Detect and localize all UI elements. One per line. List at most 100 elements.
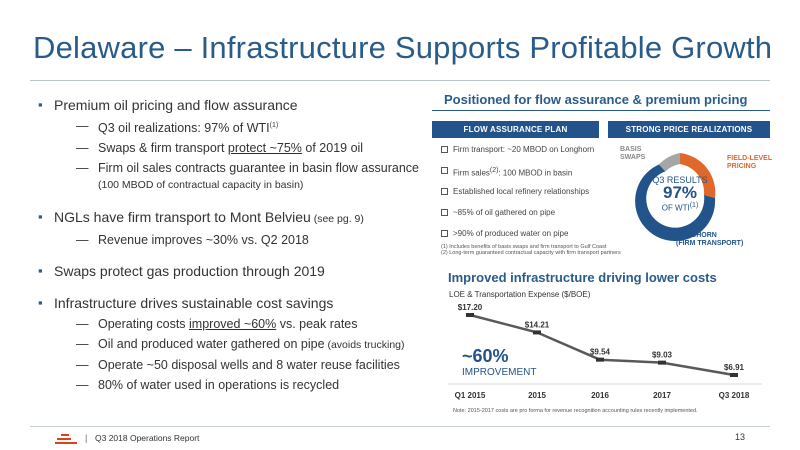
data-point	[658, 360, 666, 365]
donut-center-caption: Q3 RESULTS	[652, 175, 708, 185]
sub-bullet-water-recycled: — 80% of water used in operations is recy…	[38, 377, 430, 393]
sub-bullet-text: Operate ~50 disposal wells and 8 water r…	[98, 358, 400, 373]
company-logo	[55, 434, 77, 444]
sub-bullet-oil-water-pipe: — Oil and produced water gathered on pipe…	[38, 336, 430, 353]
sub-bullet-disposal-wells: — Operate ~50 disposal wells and 8 water …	[38, 357, 430, 373]
page-number: 13	[735, 432, 746, 442]
footnote-1: (1) Includes benefits of basis swaps and…	[441, 244, 607, 250]
sub-bullet-text: of 2019 oil	[301, 141, 364, 156]
label-line: SWAPS	[620, 154, 646, 161]
footnote-ref: (1)	[689, 202, 699, 209]
bullet-ngls: NGLs have firm transport to Mont Belvieu…	[38, 208, 430, 228]
data-point	[533, 330, 541, 335]
dash: —	[76, 141, 89, 156]
dash: —	[76, 337, 89, 352]
data-label: $17.20	[458, 303, 483, 312]
right-panel-divider	[432, 110, 770, 111]
bullet-text: NGLs have firm transport to Mont Belvieu	[54, 209, 311, 226]
chart-title: Improved infrastructure driving lower co…	[448, 270, 717, 285]
x-tick-label: Q3 2018	[719, 391, 750, 400]
sub-bullet-text: Q3 oil realizations: 97% of WTI	[98, 121, 270, 136]
price-realizations-header: STRONG PRICE REALIZATIONS	[608, 121, 770, 138]
sub-bullet-swaps: — Swaps & firm transport protect ~75% of …	[38, 140, 430, 156]
title-divider	[30, 80, 770, 81]
cost-line-chart: $17.20 Q1 2015 $14.21 2015 $9.54 2016 $9.03 201…	[448, 303, 762, 400]
label-line: LONGHORN	[676, 232, 717, 239]
improvement-value: ~60%	[462, 346, 509, 366]
center-sub-text: OF WTI	[661, 203, 690, 213]
sub-bullet-text: Revenue improves ~30% vs. Q2 2018	[98, 233, 309, 248]
label-line: FIELD-LEVEL	[727, 155, 773, 162]
dash: —	[76, 317, 89, 332]
x-tick-label: 2015	[528, 391, 546, 400]
sub-bullet-text: Oil and produced water gathered on pipe	[98, 337, 325, 352]
sub-bullet-text: 80% of water used in operations is recyc…	[98, 378, 340, 393]
dash: —	[76, 233, 89, 248]
series-line	[469, 313, 735, 377]
donut-label-longhorn: LONGHORN (FIRM TRANSPORT)	[676, 232, 743, 248]
dash: —	[76, 161, 89, 176]
chart-note: Note: 2015-2017 costs are pro forma for …	[453, 408, 698, 414]
bullet-infrastructure: Infrastructure drives sustainable cost s…	[38, 294, 430, 312]
bullet-premium-oil: Premium oil pricing and flow assurance	[38, 96, 430, 114]
price-realization-donut	[635, 153, 716, 242]
donut-label-basis-swaps: BASIS SWAPS	[620, 146, 645, 162]
sub-bullet-text: Operating costs	[98, 317, 190, 332]
dash: —	[76, 119, 89, 133]
x-tick-label: 2017	[653, 391, 671, 400]
flow-assurance-header: FLOW ASSURANCE PLAN	[432, 121, 599, 138]
underlined-text: protect ~75%	[227, 141, 302, 156]
flow-assurance-list: Firm transport: ~20 MBOD on Longhorn Fir…	[441, 145, 611, 250]
checkbox-item: Firm transport: ~20 MBOD on Longhorn	[441, 145, 611, 166]
footer-report-name: Q3 2018 Operations Report	[95, 433, 200, 443]
bullet-list: Premium oil pricing and flow assurance —…	[38, 96, 430, 393]
data-point	[730, 373, 738, 377]
checkbox-item: Established local refinery relationships	[441, 187, 611, 208]
sub-bullet-note: (100 MBOD of contractual capacity in bas…	[98, 179, 304, 192]
sub-bullet-note: (avoids trucking)	[324, 339, 405, 352]
page-title: Delaware – Infrastructure Supports Profi…	[33, 30, 773, 65]
bullet-note: (see pg. 9)	[310, 213, 364, 226]
data-label: $6.91	[724, 363, 745, 372]
donut-segment-basis-swaps	[658, 153, 680, 172]
checkbox-item: >90% of produced water on pipe	[441, 229, 611, 250]
checkbox-item: ~85% of oil gathered on pipe	[441, 208, 611, 229]
donut-center-value: 97%	[662, 183, 698, 202]
donut-segment-field-pricing	[680, 153, 716, 198]
underlined-text: improved ~60%	[189, 317, 277, 332]
sub-bullet-revenue: — Revenue improves ~30% vs. Q2 2018	[38, 232, 430, 248]
donut-segment-longhorn	[635, 164, 716, 242]
item-text: : 100 MBOD in basin	[498, 168, 573, 178]
bullet-swaps-gas: Swaps protect gas production through 201…	[38, 262, 430, 280]
data-label: $14.21	[525, 320, 550, 329]
x-tick-label: Q1 2015	[455, 391, 486, 400]
improvement-label: IMPROVEMENT	[462, 367, 537, 378]
checkbox-item: Firm sales(2): 100 MBOD in basin	[441, 166, 611, 187]
footer-divider	[30, 426, 770, 427]
sub-bullet-text: Swaps & firm transport	[98, 141, 228, 156]
donut-center-sub: OF WTI(1)	[645, 202, 715, 213]
footer-separator: |	[85, 433, 88, 443]
label-line: (FIRM TRANSPORT)	[676, 240, 744, 247]
dash: —	[76, 378, 89, 393]
item-text: Firm sales	[453, 168, 490, 178]
data-point	[466, 313, 474, 317]
label-line: PRICING	[727, 163, 757, 170]
sub-bullet-firm-sales: — Firm oil sales contracts guarantee in b…	[38, 160, 430, 193]
sub-bullet-q3-realizations: — Q3 oil realizations: 97% of WTI(1)	[38, 118, 430, 136]
footnote-2: (2) Long-term guaranteed contractual cap…	[441, 250, 621, 256]
donut-label-field-pricing: FIELD-LEVEL PRICING	[727, 155, 772, 171]
label-line: BASIS	[620, 146, 642, 153]
footnote-ref: (2)	[489, 167, 499, 174]
dash: —	[76, 358, 89, 373]
data-label: $9.03	[652, 351, 673, 360]
x-tick-label: 2016	[591, 391, 609, 400]
right-panel-title: Positioned for flow assurance & premium …	[444, 92, 748, 107]
footnote-ref: (1)	[269, 122, 279, 129]
data-label: $9.54	[590, 348, 611, 357]
chart-subtitle: LOE & Transportation Expense ($/BOE)	[449, 290, 591, 299]
sub-bullet-text: Firm oil sales contracts guarantee in ba…	[98, 161, 419, 176]
sub-bullet-text: vs. peak rates	[276, 317, 358, 332]
data-point	[596, 357, 604, 362]
sub-bullet-operating-costs: — Operating costs improved ~60% vs. peak …	[38, 316, 430, 332]
